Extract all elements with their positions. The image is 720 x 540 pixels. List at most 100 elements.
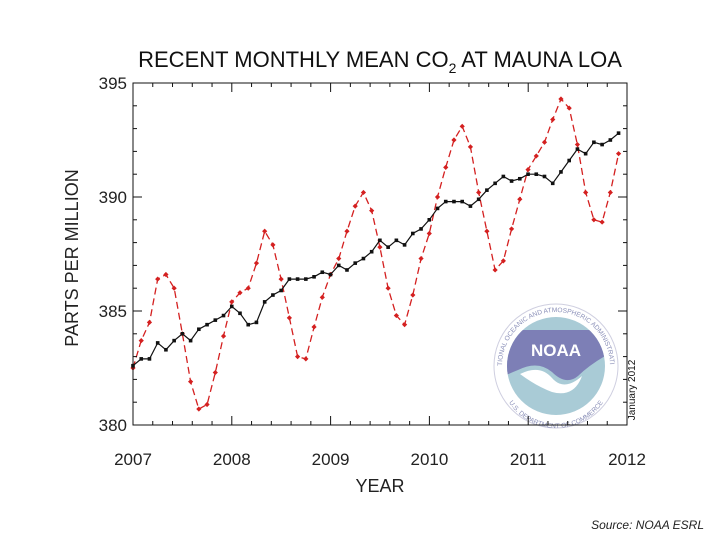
data-point — [311, 324, 317, 330]
data-point — [500, 258, 506, 264]
data-point — [286, 315, 292, 321]
data-point — [385, 285, 391, 291]
data-point — [336, 263, 341, 268]
data-point — [599, 219, 605, 225]
data-point — [271, 293, 275, 297]
data-point — [304, 277, 308, 281]
data-point — [583, 189, 589, 196]
data-point — [188, 338, 193, 343]
data-point — [213, 318, 218, 322]
data-point — [393, 312, 399, 319]
data-point — [229, 299, 235, 305]
data-point — [377, 244, 383, 250]
data-point — [443, 164, 449, 170]
x-tick-label: 2007 — [114, 450, 152, 469]
data-point — [402, 243, 407, 247]
data-point — [262, 228, 268, 234]
chart-title: RECENT MONTHLY MEAN CO2 AT MAUNA LOA — [138, 47, 622, 76]
data-point — [147, 357, 152, 361]
data-point — [386, 245, 390, 249]
x-tick-label: 2012 — [608, 450, 646, 469]
data-point — [303, 356, 309, 362]
data-point — [205, 322, 209, 327]
data-point — [410, 292, 416, 298]
data-point — [361, 256, 366, 261]
data-point — [550, 181, 555, 186]
data-point — [485, 188, 489, 192]
data-point — [278, 276, 284, 282]
data-point — [526, 172, 530, 176]
date-stamp: January 2012 — [627, 359, 638, 420]
data-point — [426, 230, 432, 237]
logo-bird — [520, 369, 582, 394]
y-tick-label: 385 — [99, 302, 127, 321]
data-point — [411, 231, 415, 236]
data-point — [492, 267, 498, 273]
logo-label: NOAA — [531, 341, 581, 360]
y-tick-label: 380 — [99, 416, 127, 435]
data-point — [204, 401, 210, 408]
data-point — [493, 181, 497, 186]
data-point — [607, 189, 613, 196]
data-point — [484, 228, 490, 234]
data-point — [345, 268, 349, 272]
data-point — [155, 341, 160, 345]
data-point — [295, 354, 301, 360]
x-axis-title: YEAR — [355, 476, 404, 496]
data-point — [212, 369, 218, 376]
data-point — [353, 261, 358, 265]
data-point — [312, 275, 316, 279]
data-point — [427, 218, 432, 222]
data-point — [146, 319, 153, 325]
data-point — [220, 333, 227, 339]
data-point — [616, 131, 621, 135]
data-point — [238, 311, 242, 316]
data-point — [476, 189, 482, 196]
data-point — [418, 255, 424, 262]
data-point — [378, 238, 382, 243]
data-point — [221, 313, 226, 318]
data-point — [435, 206, 440, 211]
data-point — [237, 290, 243, 296]
data-point — [443, 199, 448, 204]
data-point — [197, 327, 201, 332]
x-tick-label: 2010 — [410, 450, 448, 469]
data-point — [575, 147, 580, 151]
data-point — [559, 170, 563, 174]
data-point — [328, 272, 333, 277]
data-point — [180, 332, 185, 336]
data-point — [525, 167, 531, 173]
logo-sky — [507, 330, 605, 381]
data-point — [434, 194, 441, 200]
data-point — [246, 322, 251, 327]
data-point — [139, 357, 144, 361]
data-point — [501, 174, 506, 179]
data-point — [253, 260, 260, 266]
x-tick-label: 2009 — [312, 450, 350, 469]
data-point — [509, 179, 514, 183]
data-point — [295, 277, 300, 281]
series-line — [132, 97, 620, 410]
data-point — [518, 176, 522, 181]
data-point — [138, 338, 144, 344]
data-point — [508, 226, 515, 232]
data-point — [467, 144, 474, 150]
data-point — [270, 242, 276, 248]
y-tick-labels: 380 385 390 395 — [99, 74, 127, 435]
data-point — [172, 338, 176, 343]
data-point — [591, 217, 597, 223]
data-point — [279, 288, 283, 293]
data-point — [566, 105, 572, 111]
y-tick-label: 395 — [99, 74, 127, 93]
data-point — [533, 153, 539, 159]
data-point — [558, 96, 564, 102]
y-axis-title: PARTS PER MILLION — [62, 169, 82, 346]
data-point — [460, 199, 465, 204]
data-point — [567, 158, 571, 163]
data-point — [401, 322, 408, 328]
x-tick-labels: 2007 2008 2009 2010 2011 2012 — [114, 450, 646, 469]
data-point — [574, 141, 581, 148]
data-point — [360, 189, 367, 196]
data-point — [394, 238, 399, 243]
